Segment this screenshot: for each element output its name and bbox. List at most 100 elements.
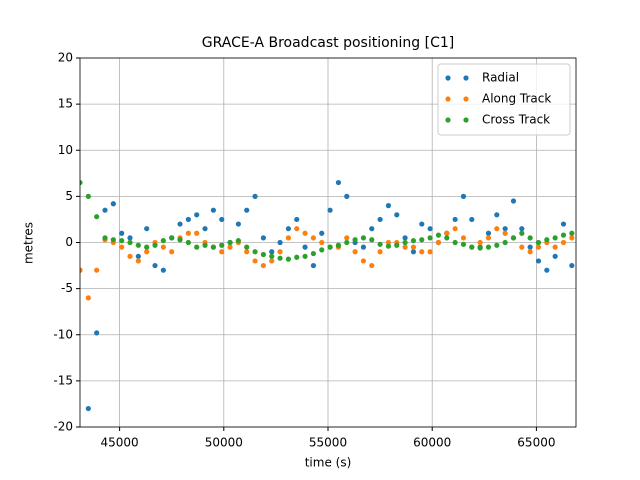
point (327, 207, 333, 213)
point (560, 232, 567, 238)
point (227, 244, 233, 250)
point (485, 235, 492, 241)
point (202, 242, 208, 248)
point (285, 256, 292, 262)
point (94, 330, 100, 336)
point (444, 235, 450, 241)
point (335, 179, 342, 186)
point (210, 244, 216, 250)
plot-frame (79, 57, 577, 428)
point (469, 216, 475, 223)
point (377, 249, 383, 255)
point (435, 239, 442, 246)
point (527, 249, 533, 255)
point (319, 247, 325, 253)
point (527, 235, 533, 241)
point (94, 214, 100, 220)
point (552, 235, 558, 241)
point (219, 249, 225, 255)
point (427, 235, 433, 241)
point (310, 235, 317, 241)
legend-marker (445, 75, 451, 81)
point (235, 238, 241, 244)
y-tick-label: -10 (53, 327, 73, 341)
point (294, 216, 300, 223)
point (277, 255, 283, 261)
y-tick-label: 20 (58, 51, 73, 65)
y-tick-label: -15 (53, 373, 73, 387)
legend-label: Cross Track (482, 113, 550, 127)
point (135, 242, 141, 248)
point (569, 262, 575, 269)
point (360, 244, 367, 250)
point (144, 226, 150, 232)
legend-label: Along Track (482, 92, 551, 106)
point (410, 249, 417, 255)
y-tick-label: 0 (65, 235, 73, 249)
legend-marker (463, 75, 469, 81)
point (535, 258, 542, 264)
point (502, 230, 508, 236)
point (469, 244, 475, 250)
point (560, 221, 567, 227)
point (335, 242, 342, 248)
point (410, 244, 417, 250)
point (519, 244, 525, 250)
point (302, 244, 308, 250)
point (194, 230, 200, 236)
point (135, 258, 141, 264)
point (560, 239, 567, 246)
point (402, 244, 408, 250)
point (452, 239, 458, 246)
x-tick-label: 50000 (205, 436, 243, 450)
point (302, 253, 308, 259)
point (160, 267, 166, 273)
point (360, 235, 367, 241)
point (285, 235, 292, 241)
point (294, 226, 300, 232)
point (160, 244, 166, 250)
point (269, 258, 275, 264)
legend-box (437, 63, 571, 136)
point (552, 244, 558, 250)
point (402, 235, 408, 241)
point (219, 242, 225, 248)
point (80, 267, 83, 273)
legend-label: Radial (482, 71, 519, 85)
point (119, 230, 125, 236)
point (435, 232, 442, 238)
point (119, 238, 125, 244)
point (477, 245, 483, 251)
point (252, 258, 258, 264)
legend-marker (445, 96, 451, 102)
y-axis-label: metres (22, 222, 36, 264)
point (135, 253, 141, 259)
point (569, 230, 575, 236)
point (352, 249, 358, 255)
point (194, 212, 200, 218)
point (494, 226, 500, 232)
point (477, 239, 483, 246)
point (294, 254, 300, 260)
point (510, 235, 517, 241)
point (377, 216, 383, 223)
point (402, 239, 408, 246)
point (519, 226, 525, 232)
legend-marker (445, 117, 451, 123)
x-axis-label: time (s) (305, 456, 352, 470)
point (252, 249, 258, 255)
point (244, 244, 250, 250)
point (269, 249, 275, 255)
point (244, 249, 250, 255)
point (344, 193, 350, 199)
point (210, 207, 216, 213)
point (127, 239, 133, 246)
point (552, 253, 558, 259)
point (494, 212, 500, 218)
point (169, 249, 175, 255)
point (485, 244, 492, 250)
point (394, 242, 400, 248)
legend-marker (463, 96, 469, 102)
point (94, 267, 100, 273)
